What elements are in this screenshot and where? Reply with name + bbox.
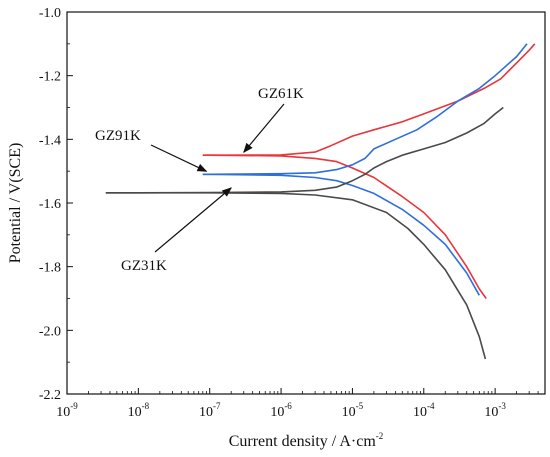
y-tick-label-2: -1.4 — [39, 133, 61, 148]
annotation-label-gz91k: GZ91K — [95, 128, 141, 144]
x-tick-label-2: 10-7 — [199, 401, 221, 420]
axis-ticks: 10-9 10-8 10-7 10-6 10-5 10-4 10-3 -1.0 -1.2 -1.4… — [39, 6, 546, 420]
x-axis-title: Current density / A·cm-2 — [229, 431, 384, 450]
annotation-arrow-gz91k — [150, 144, 208, 172]
annotation-arrow-gz61k — [243, 103, 285, 154]
x-tick-label-6: 10-3 — [484, 401, 506, 420]
series-gz61k-cathodic-line — [202, 154, 487, 299]
y-tick-label-1: -1.2 — [39, 70, 61, 85]
series-gz91k-anodic-line — [202, 43, 528, 176]
plot-area — [105, 43, 536, 360]
series-gz31k-anodic-line — [105, 106, 504, 194]
x-tick-label-5: 10-4 — [413, 401, 435, 420]
y-tick-label-0: -1.0 — [39, 6, 61, 21]
plot-frame — [66, 11, 546, 395]
annotation-label-gz31k: GZ31K — [121, 258, 167, 274]
y-tick-label-4: -1.8 — [39, 261, 61, 276]
series-gz91k-cathodic-line — [202, 173, 480, 296]
annotations: GZ61K GZ91K GZ31K — [95, 86, 304, 274]
x-tick-label-1: 10-8 — [128, 401, 150, 420]
x-tick-label-0: 10-9 — [56, 401, 78, 420]
y-tick-label-5: -2.0 — [39, 324, 61, 339]
y-tick-label-6: -2.2 — [39, 388, 61, 403]
annotation-arrow-gz31k — [154, 187, 232, 253]
annotation-label-gz61k: GZ61K — [258, 86, 304, 102]
x-tick-label-4: 10-5 — [342, 401, 364, 420]
y-tick-label-3: -1.6 — [39, 197, 61, 212]
x-tick-label-3: 10-6 — [270, 401, 292, 420]
series-gz61k-anodic-line — [202, 43, 536, 156]
y-axis-title: Potential / V(SCE) — [7, 143, 24, 264]
series-gz31k-cathodic-line — [105, 192, 487, 360]
